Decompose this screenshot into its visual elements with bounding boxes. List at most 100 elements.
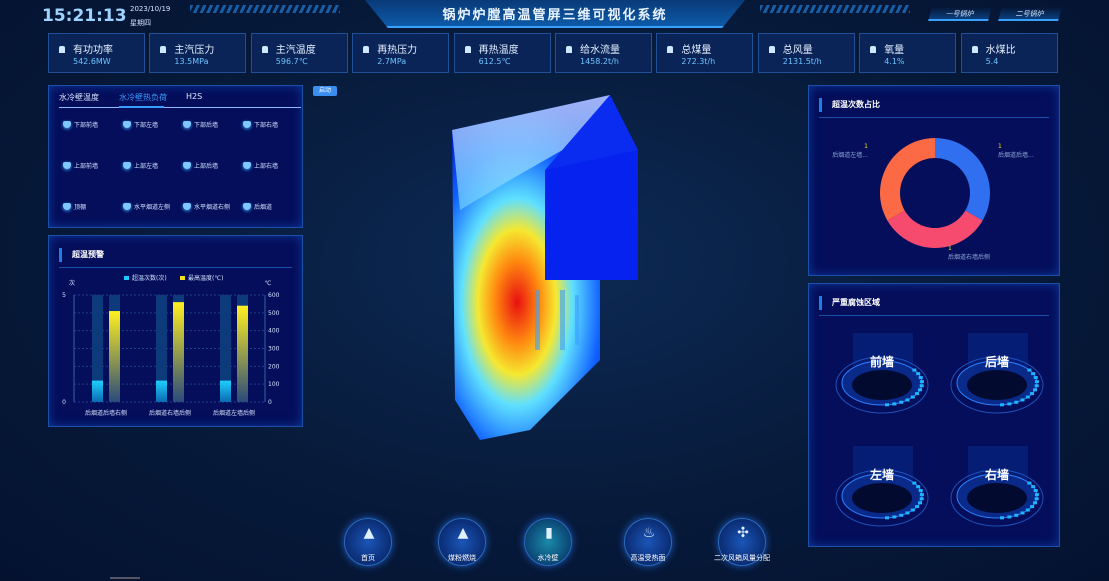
corrosion-ring[interactable] [950, 446, 1045, 531]
tab-h2s[interactable]: H2S [186, 92, 203, 101]
wall-icon [243, 121, 251, 128]
slice-label: 后烟道左墙... [832, 151, 868, 159]
wall-label: 后烟道 [254, 204, 273, 211]
nav-water-wall-button[interactable]: ▮ [524, 518, 572, 566]
kpi-card: 给水流量 1458.2t/h [555, 33, 652, 73]
boiler-3d-model[interactable] [440, 90, 650, 450]
wall-item[interactable]: 水平烟道右侧 [183, 202, 230, 211]
wall-item[interactable]: 下部前墙 [63, 120, 98, 129]
wall-item[interactable]: 上部右墙 [243, 161, 278, 170]
wall-item[interactable]: 水平烟道左侧 [123, 202, 170, 211]
nav-fan-button[interactable]: ✣ [718, 518, 766, 566]
corrosion-area-label: 右墙 [984, 468, 1009, 482]
kpi-card: 再热温度 612.5℃ [453, 33, 551, 73]
slice-label: 后烟道后墙... [998, 151, 1034, 159]
kpi-card: 主汽温度 596.7℃ [250, 33, 348, 73]
wall-icon [243, 162, 251, 169]
wall-label: 上部右墙 [254, 163, 279, 170]
corrosion-ring[interactable] [835, 446, 930, 531]
wall-item[interactable]: 上部后墙 [183, 161, 218, 170]
nav-label: 高温受热面 [630, 554, 666, 562]
wall-label: 下部右墙 [254, 122, 279, 129]
wall-icon [63, 162, 71, 169]
wall-item[interactable]: 下部后墙 [183, 120, 218, 129]
nav-label: 水冷壁 [537, 554, 559, 562]
title-divider [59, 267, 292, 268]
donut-slice[interactable] [880, 138, 935, 221]
kpi-label: 总煤量 [667, 41, 711, 56]
wall-icon [243, 203, 251, 210]
kpi-card: 总煤量 272.3t/h [656, 33, 754, 73]
start-button[interactable]: 启动 [313, 86, 337, 96]
kpi-value: 2131.5t/h [782, 57, 822, 66]
corrosion-area-label: 前墙 [869, 355, 894, 369]
kpi-label: 再热温度 [465, 41, 519, 56]
clock: 15:21:13 [42, 6, 127, 26]
wall-icon [123, 162, 131, 169]
scrollbar[interactable] [110, 577, 140, 579]
nav-boiler-button[interactable]: ▲ [438, 518, 486, 566]
kpi-label: 总风量 [769, 41, 813, 56]
panel-title: 超温次数占比 [819, 98, 880, 112]
corrosion-ring[interactable] [950, 333, 1045, 418]
wall-item[interactable]: 后烟道 [243, 202, 272, 211]
boiler-2-button[interactable]: 二号锅炉 [998, 7, 1062, 21]
water-wall-panel: 水冷壁温度 水冷壁热负荷 H2S 下部前墙 下部左墙 下部后墙 下部右墙上部前墙 上部左… [48, 85, 303, 228]
kpi-card: 有功功率 542.6MW [48, 33, 145, 73]
kpi-label: 主汽压力 [160, 41, 214, 56]
panel-title: 严重腐蚀区域 [819, 296, 880, 310]
slice-label: 后烟道右墙后侧 [948, 253, 990, 261]
nav-flame-button[interactable]: ♨ [624, 518, 672, 566]
slice-value: 1 [998, 143, 1002, 150]
boiler-icon: ▲ [363, 525, 375, 541]
corrosion-ring[interactable] [835, 333, 930, 418]
flame-icon: ♨ [642, 525, 656, 541]
kpi-label: 水煤比 [972, 41, 1016, 56]
wall-label: 上部后墙 [194, 163, 219, 170]
wall-label: 下部后墙 [194, 122, 219, 129]
fan-icon: ✣ [737, 525, 749, 541]
active-tab-indicator [119, 106, 164, 108]
tab-water-wall-temperature[interactable]: 水冷壁温度 [59, 93, 99, 102]
wall-icon [63, 203, 71, 210]
tab-water-wall-heat-load[interactable]: 水冷壁热负荷 [119, 93, 167, 102]
nav-label: 煤粉燃烧 [448, 554, 476, 562]
date: 2023/10/19 [130, 5, 171, 13]
wall-item[interactable]: 上部前墙 [63, 161, 98, 170]
kpi-value: 542.6MW [73, 57, 111, 66]
wall-icon [183, 162, 191, 169]
boiler-1-button[interactable]: 一号锅炉 [928, 7, 992, 21]
wall-icon [63, 121, 71, 128]
wall-label: 下部左墙 [134, 122, 159, 129]
kpi-label: 氧量 [870, 41, 904, 56]
wall-label: 上部前墙 [74, 163, 99, 170]
header-decoration [190, 5, 340, 13]
wall-item[interactable]: 上部左墙 [123, 161, 158, 170]
wall-icon [183, 203, 191, 210]
kpi-label: 主汽温度 [262, 41, 316, 56]
title-banner [365, 0, 745, 28]
kpi-label: 有功功率 [59, 41, 113, 56]
slice-value: 1 [864, 143, 868, 150]
kpi-value: 272.3t/h [681, 57, 716, 66]
panel-title: 超温预警 [59, 248, 104, 262]
kpi-card: 总风量 2131.5t/h [757, 33, 855, 73]
slice-value: 1 [948, 245, 952, 252]
nav-boiler-button[interactable]: ▲ [344, 518, 392, 566]
tab-divider [59, 107, 301, 108]
donut-slice[interactable] [887, 210, 983, 249]
wall-item[interactable]: 顶棚 [63, 202, 86, 211]
kpi-value: 2.7MPa [377, 57, 407, 66]
water-wall-icon: ▮ [545, 525, 553, 541]
wall-item[interactable]: 下部右墙 [243, 120, 278, 129]
nav-label: 二次风箱风量分配 [714, 554, 770, 562]
kpi-label: 给水流量 [566, 41, 620, 56]
kpi-card: 主汽压力 13.5MPa [149, 33, 247, 73]
wall-item[interactable]: 下部左墙 [123, 120, 158, 129]
donut-slice[interactable] [935, 138, 990, 221]
kpi-card: 氧量 4.1% [859, 33, 957, 73]
title-divider [819, 117, 1049, 118]
header-decoration [760, 5, 910, 13]
overtemp-donut-chart: 1后烟道后墙...1后烟道右墙后侧1后烟道左墙... [832, 138, 1034, 261]
wall-icon [123, 121, 131, 128]
